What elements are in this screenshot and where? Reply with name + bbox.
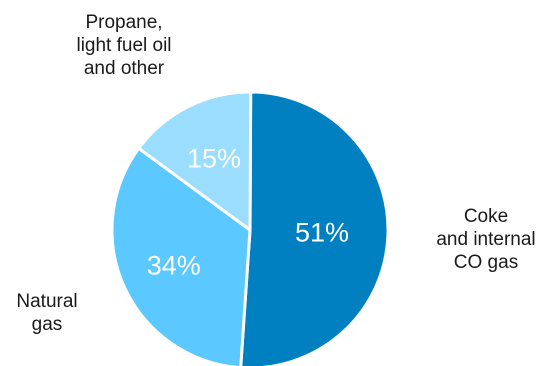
category-label-line: and other	[84, 58, 165, 79]
slice-percent-label-coke-and-internal-co-gas: 51%	[295, 218, 349, 248]
slice-category-labels: Coke and internal CO gas Natural gas Propane,…	[16, 12, 535, 335]
category-label-line: and internal	[436, 229, 535, 250]
category-label-line: Coke	[464, 206, 508, 227]
slice-category-label-natural-gas: Natural gas	[16, 291, 77, 335]
pie-slices	[110, 90, 390, 366]
category-label-line: gas	[32, 314, 63, 335]
slice-percent-label-propane-light-fuel-oil-and-other: 15%	[187, 144, 241, 174]
pie-slice-propane-light-fuel-oil-and-other	[137, 90, 253, 232]
pie-slice-coke-and-internal-co-gas	[239, 90, 390, 366]
category-label-line: Natural	[16, 291, 77, 312]
slice-category-label-coke-and-internal-co-gas: Coke and internal CO gas	[436, 206, 535, 273]
category-label-line: light fuel oil	[76, 35, 171, 56]
category-label-line: CO gas	[454, 252, 518, 273]
category-label-line: Propane,	[85, 12, 162, 33]
pie-slice-natural-gas	[110, 146, 252, 366]
slice-percent-label-natural-gas: 34%	[147, 250, 201, 280]
slice-category-label-propane-light-fuel-oil-and-other: Propane, light fuel oil and other	[76, 12, 171, 79]
slice-percent-labels: 51% 34% 15%	[147, 144, 349, 281]
